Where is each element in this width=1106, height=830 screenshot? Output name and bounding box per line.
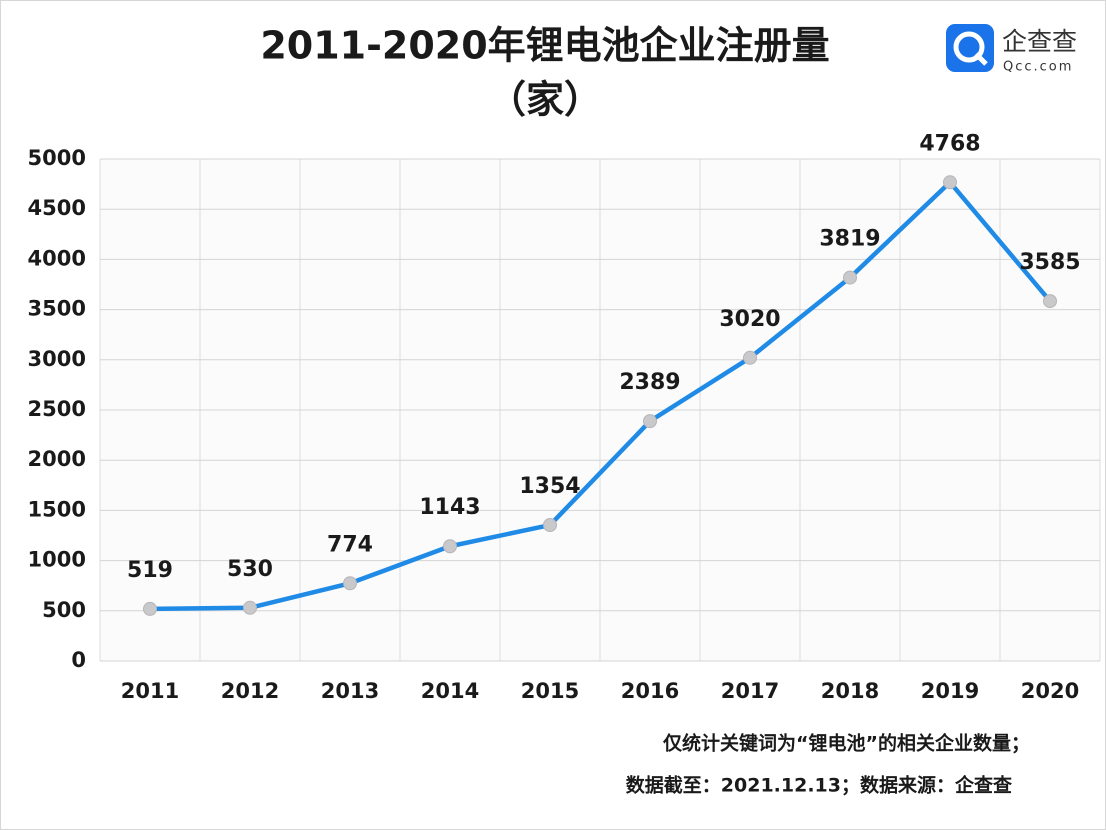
logo-name: 企查查 (1002, 27, 1077, 56)
logo-tail (974, 52, 988, 66)
chart-subtitle: （家） (488, 78, 602, 122)
point (543, 518, 557, 533)
point (243, 600, 257, 615)
x-tick-label: 2015 (521, 679, 579, 703)
series-line (149, 180, 1052, 612)
point (743, 350, 757, 365)
y-tick-label: 4000 (28, 246, 86, 270)
value-label: 1143 (419, 495, 480, 520)
y-tick-label: 5000 (28, 146, 86, 170)
y-tick-label: 4500 (28, 196, 86, 220)
x-tick-label: 2016 (621, 679, 679, 703)
y-tick-label: 1000 (28, 548, 86, 572)
chart-title: 2011-2020年锂电池企业注册量 (260, 24, 829, 68)
x-tick-label: 2020 (1021, 679, 1079, 703)
x-tick-label: 2012 (221, 679, 279, 703)
point (1043, 294, 1057, 309)
y-tick-label: 3000 (28, 347, 86, 371)
x-tick-label: 2013 (321, 679, 379, 703)
point (643, 414, 657, 429)
point (843, 270, 857, 285)
value-label: 774 (327, 532, 373, 557)
x-tick-label: 2017 (721, 679, 779, 703)
logo-icon (946, 24, 994, 72)
value-label: 3585 (1019, 250, 1080, 275)
value-label: 2389 (619, 370, 680, 395)
value-label: 3819 (819, 227, 880, 252)
x-tick-label: 2018 (821, 679, 879, 703)
y-tick-label: 2000 (28, 447, 86, 471)
y-tick-label: 2500 (28, 397, 86, 421)
point (443, 539, 457, 554)
point (143, 601, 157, 616)
logo: 企查查 Qcc.com (946, 24, 1077, 75)
value-label: 3020 (719, 307, 780, 332)
y-tick-label: 1500 (28, 497, 86, 521)
note: 数据截至：2021.12.13；数据来源：企查查 (626, 774, 1013, 797)
note: 仅统计关键词为“锂电池”的相关企业数量； (662, 732, 1030, 755)
y-tick-label: 3500 (28, 297, 86, 321)
x-tick-label: 2011 (121, 679, 179, 703)
point (343, 576, 357, 591)
value-label: 519 (127, 558, 173, 583)
point (943, 175, 957, 190)
logo-ring (953, 31, 985, 63)
x-tick-label: 2014 (421, 679, 479, 703)
logo-domain: Qcc.com (1003, 60, 1073, 75)
y-tick-label: 0 (71, 648, 86, 672)
x-tick-label: 2019 (921, 679, 979, 703)
value-label: 530 (227, 557, 273, 582)
value-label: 4768 (919, 131, 980, 156)
y-tick-label: 500 (42, 598, 86, 622)
value-label: 1354 (519, 474, 580, 499)
